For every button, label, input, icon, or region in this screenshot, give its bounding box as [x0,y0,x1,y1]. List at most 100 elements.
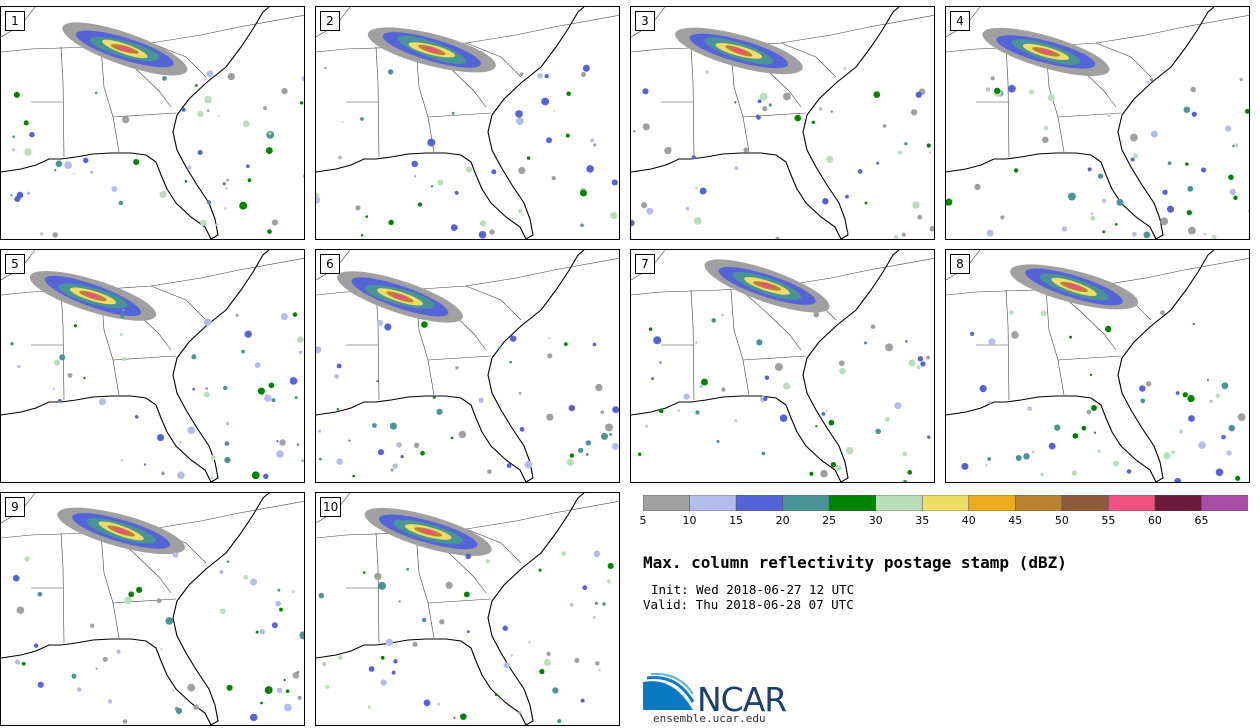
reflectivity-cell [1225,125,1232,132]
member-panel-5: 5 [0,249,305,483]
state-border [100,46,120,153]
reflectivity-cell [200,219,207,227]
coastline [1,493,270,725]
state-border [465,285,522,321]
reflectivity-cell [838,360,845,367]
member-panel-4: 4 [945,6,1250,240]
reflectivity-cell [82,157,89,164]
reflectivity-cell [1057,365,1060,368]
reflectivity-cell [267,229,272,234]
state-border [742,112,807,118]
reflectivity-cell [1000,215,1005,220]
colorbar-segment [921,495,970,511]
reflectivity-cell [279,439,286,446]
reflectivity-cell [701,378,708,386]
reflectivity-cell [929,225,934,232]
ncar-logo-icon [643,672,695,710]
init-time: Init: Wed 2018-06-27 12 UTC [651,582,855,597]
reflectivity-cell [664,147,672,155]
colorbar-tick-label: 30 [868,514,883,527]
reflectivity-cell [502,625,508,631]
reflectivity-cell [546,651,551,656]
colorbar-tick-label: 60 [1147,514,1162,527]
reflectivity-cell [119,333,123,337]
reflectivity-cell [297,336,304,343]
reflectivity-cell [1226,450,1232,456]
reflectivity-cell [298,350,303,354]
reflectivity-cell [1160,217,1169,226]
reflectivity-cell [595,383,603,392]
reflectivity-cell [873,91,881,98]
reflectivity-cell [515,117,524,126]
reflectivity-cell [423,699,431,707]
state-border [730,46,750,153]
reflectivity-cell [76,687,82,692]
reflectivity-cell [1102,198,1106,203]
reflectivity-cell [193,704,199,710]
reflectivity-cell [813,311,820,318]
map-9 [1,493,304,725]
reflectivity-cell [451,111,455,115]
reflectivity-cell [117,46,132,52]
reflectivity-cell [260,701,263,705]
reflectivity-cell [644,424,649,428]
reflectivity-cell [489,229,495,235]
reflectivity-cell [187,165,192,170]
coastline [316,7,585,239]
reflectivity-cell [396,442,403,448]
reflectivity-cell [685,206,690,211]
reflectivity-cell [277,588,281,592]
reflectivity-cell [595,661,600,666]
reflectivity-cell [1237,413,1246,422]
reflectivity-cell [528,641,531,644]
reflectivity-cell [565,133,570,138]
reflectivity-cell [761,451,766,456]
reflectivity-cell [367,705,372,709]
reflectivity-cell [175,707,183,715]
reflectivity-cell [122,309,125,312]
reflectivity-cell [124,596,132,605]
reflectivity-cell [498,346,502,349]
reflectivity-cell [734,101,737,104]
reflectivity-cell [546,137,552,144]
reflectivity-cell [251,471,260,480]
reflectivity-cell [1233,143,1239,148]
reflectivity-cell [768,103,772,107]
reflectivity-cell [1086,409,1092,415]
reflectivity-cell [544,74,549,79]
reflectivity-cell [1163,452,1171,460]
reflectivity-cell [1221,434,1226,440]
reflectivity-cell [825,409,828,412]
reflectivity-cell [1097,173,1104,179]
reflectivity-cell [40,232,44,236]
reflectivity-cell [783,92,791,101]
state-border [740,289,802,351]
reflectivity-cell [1145,381,1152,387]
reflectivity-cell [1146,80,1150,84]
reflectivity-cell [1130,157,1135,162]
reflectivity-cell [1023,453,1030,460]
reflectivity-cell [268,382,275,389]
reflectivity-cell [1090,215,1096,221]
reflectivity-cell [466,630,470,634]
reflectivity-cell [1186,209,1192,216]
colorbar-tick-label: 20 [775,514,790,527]
member-label-2: 2 [320,11,340,31]
reflectivity-cell [593,550,601,558]
reflectivity-cell [393,294,407,300]
state-border [690,46,695,158]
colorbar-tick-label: 65 [1194,514,1209,527]
reflectivity-cell [156,433,165,442]
reflectivity-cell [920,361,926,367]
reflectivity-cell [254,362,261,369]
reflectivity-cell [143,463,146,466]
reflectivity-cell [424,46,439,53]
state-border [1057,112,1122,118]
reflectivity-cell [460,713,467,720]
reflectivity-cell [494,693,498,697]
reflectivity-cell [204,95,212,104]
reflectivity-cell [885,343,894,352]
reflectivity-cell [317,429,322,433]
reflectivity-cell [590,138,595,143]
reflectivity-cell [894,234,899,239]
